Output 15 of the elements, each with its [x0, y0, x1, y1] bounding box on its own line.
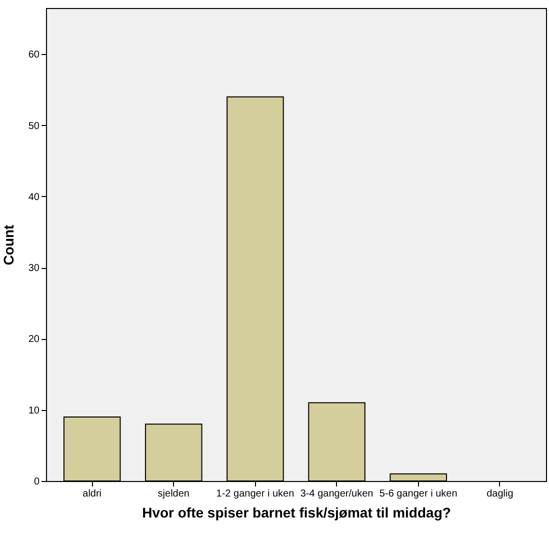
y-tick-label: 30	[28, 263, 40, 274]
y-tick-label: 50	[28, 120, 40, 132]
x-tick-label: daglig	[486, 488, 514, 500]
x-tick-label: sjelden	[158, 488, 190, 500]
y-tick-label: 40	[28, 192, 40, 203]
y-axis-title: Count	[0, 224, 16, 266]
x-tick-label: 1-2 ganger i uken	[216, 488, 294, 500]
x-tick-label: 5-6 ganger i uken	[379, 488, 458, 500]
x-axis-title: Hvor ofte spiser barnet fisk/sjømat til middag?	[142, 504, 451, 520]
y-tick-label: 60	[28, 50, 40, 61]
x-tick-label: aldri	[82, 488, 102, 500]
y-tick-label: 0	[34, 476, 40, 488]
y-tick-label: 10	[28, 405, 40, 416]
x-tick-label: 3-4 ganger/uken	[300, 488, 374, 500]
y-tick-label: 20	[28, 334, 40, 346]
